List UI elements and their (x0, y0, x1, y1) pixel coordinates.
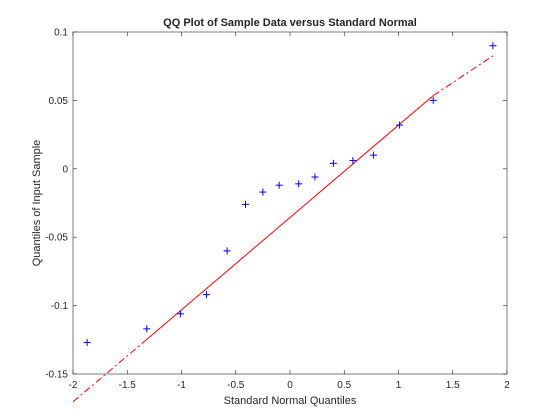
y-tick-label: 0.1 (54, 28, 68, 39)
chart-title: QQ Plot of Sample Data versus Standard N… (163, 17, 417, 29)
y-axis-label: Quantiles of Input Sample (31, 140, 43, 267)
data-point (242, 200, 250, 208)
data-point (295, 180, 303, 188)
reference-line-extension (72, 339, 148, 403)
reference-line-extension (432, 55, 494, 97)
data-point (311, 173, 319, 181)
x-tick-label: 2 (504, 380, 510, 391)
data-point (396, 121, 404, 129)
x-tick-label: -1.5 (119, 380, 137, 391)
data-point (275, 181, 283, 189)
reference-line-solid (146, 95, 434, 340)
x-axis-label: Standard Normal Quantiles (224, 395, 357, 407)
data-point (349, 157, 357, 165)
data-point (429, 96, 437, 104)
data-point (489, 42, 497, 50)
y-axis-ticks: -0.15 -0.1 -0.05 0 0.05 0.1 (45, 28, 507, 381)
data-point (370, 151, 378, 159)
data-point (83, 339, 91, 347)
data-point (202, 291, 210, 299)
x-axis-ticks: -2 -1.5 -1 -0.5 0 0.5 1 1.5 2 (69, 32, 510, 391)
data-point (223, 247, 231, 255)
x-tick-label: -2 (69, 380, 78, 391)
data-points (83, 42, 497, 347)
y-tick-label: -0.1 (51, 301, 69, 312)
reference-line (72, 55, 494, 403)
data-point (329, 159, 337, 167)
y-tick-label: 0 (62, 164, 68, 175)
x-tick-label: 1 (396, 380, 402, 391)
x-tick-label: -1 (177, 380, 186, 391)
x-tick-label: 0 (287, 380, 293, 391)
data-point (143, 325, 151, 333)
data-point (259, 188, 267, 196)
data-point (176, 310, 184, 318)
y-tick-label: -0.05 (45, 233, 68, 244)
x-tick-label: 0.5 (337, 380, 351, 391)
x-tick-label: -0.5 (227, 380, 245, 391)
plot-area (72, 42, 497, 403)
y-tick-label: 0.05 (49, 96, 69, 107)
x-tick-label: 1.5 (446, 380, 460, 391)
y-tick-label: -0.15 (45, 370, 68, 381)
